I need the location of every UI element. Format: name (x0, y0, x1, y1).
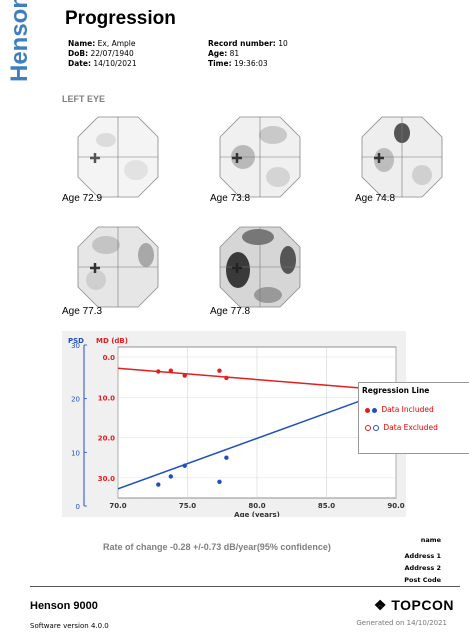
psd-tick-label: 30 (71, 342, 80, 350)
field-age: Age 73.8 (210, 193, 251, 204)
product-name: Henson 9000 (30, 600, 98, 612)
record-value: 10 (278, 39, 288, 48)
x-tick-label: 70.0 (109, 502, 126, 510)
time-label: Time: (208, 59, 232, 68)
psd-point (156, 482, 161, 487)
excluded-blue-circle-icon (373, 425, 379, 431)
md-axis-label: MD (dB) (96, 337, 128, 345)
record-label: Record number: (208, 39, 276, 48)
name-label: Name: (68, 39, 96, 48)
legend-excluded: Data Excluded (365, 423, 438, 432)
md-point (168, 368, 174, 373)
psd-point (224, 455, 229, 460)
excluded-red-circle-icon (365, 425, 371, 431)
dob-value: 22/07/1940 (90, 49, 134, 58)
eye-label: LEFT EYE (62, 94, 106, 104)
psd-regression-line (117, 387, 397, 490)
x-tick-label: 75.0 (179, 502, 196, 510)
md-regression-line (117, 367, 397, 392)
md-tick-label: 0.0 (103, 354, 116, 362)
x-axis-label: Age (years) (234, 511, 280, 517)
topcon-logo: ❖ TOPCON (374, 597, 454, 614)
date-value: 14/10/2021 (93, 59, 137, 68)
md-point (217, 368, 222, 373)
topcon-swoosh-icon: ❖ (373, 597, 387, 613)
md-tick-label: 10.0 (98, 394, 115, 402)
age-label: Age: (208, 49, 228, 58)
visual-field-plot (77, 226, 159, 308)
psd-tick-label: 10 (71, 449, 80, 457)
visual-field-plot (361, 116, 443, 198)
dob-label: DoB: (68, 49, 89, 58)
md-point (182, 373, 187, 378)
x-tick-label: 90.0 (387, 502, 404, 510)
age-value: 81 (229, 49, 240, 58)
md-tick-label: 30.0 (98, 475, 115, 483)
md-point (156, 369, 161, 374)
time-value: 19:36:03 (233, 59, 268, 68)
psd-point (168, 474, 174, 479)
x-tick-label: 80.0 (248, 502, 265, 510)
date-label: Date: (68, 59, 91, 68)
visual-field-plot (77, 116, 159, 198)
address-post-code: Post Code (404, 576, 441, 584)
included-blue-dot-icon (372, 407, 377, 413)
regression-legend: Regression Line Data Included Data Exclu… (358, 382, 469, 454)
x-tick-label: 85.0 (318, 502, 335, 510)
md-point (224, 375, 229, 381)
md-tick-label: 20.0 (98, 435, 115, 443)
software-version: Software version 4.0.0 (30, 622, 109, 630)
field-age: Age 77.8 (210, 306, 251, 317)
visual-field-plot (219, 226, 301, 308)
generated-date: Generated on 14/10/2021 (356, 619, 447, 627)
patient-info-left: Name: Ex, Ample DoB: 22/07/1940 Date: 14… (68, 39, 137, 69)
legend-included: Data Included (365, 405, 434, 414)
field-age: Age 77.3 (62, 306, 103, 317)
psd-tick-label: 20 (71, 396, 80, 404)
psd-tick-label: 0 (76, 503, 80, 511)
topcon-brand: TOPCON (391, 597, 454, 613)
address-line-2: Address 2 (404, 564, 441, 572)
legend-excluded-label: Data Excluded (383, 423, 438, 432)
included-red-dot-icon (365, 407, 370, 413)
address-line-1: Address 1 (404, 552, 441, 560)
legend-included-label: Data Included (381, 405, 434, 414)
visual-field-plot (219, 116, 301, 198)
psd-axis-label: PSD (68, 337, 84, 345)
progression-chart-svg: 70.0 75.0 80.0 85.0 90.0 0.0 10.0 20.0 30.0 0 10 20… (68, 337, 405, 519)
name-value: Ex, Ample (97, 39, 136, 48)
address-name: name (420, 536, 441, 544)
footer-divider (30, 586, 460, 587)
legend-title: Regression Line (362, 386, 430, 395)
progression-chart: 70.0 75.0 80.0 85.0 90.0 0.0 10.0 20.0 30.0 0 10 20… (62, 331, 406, 519)
patient-info-right: Record number: 10 Age: 81 Time: 19:36:03 (208, 39, 288, 69)
page-title: Progression (65, 8, 176, 29)
field-age: Age 72.9 (62, 193, 103, 204)
field-age: Age 74.8 (355, 193, 396, 204)
psd-point (217, 479, 222, 485)
psd-point (182, 463, 187, 468)
rate-of-change: Rate of change -0.28 +/-0.73 dB/year(95%… (103, 542, 331, 552)
brand-vertical: Henson (6, 0, 33, 82)
